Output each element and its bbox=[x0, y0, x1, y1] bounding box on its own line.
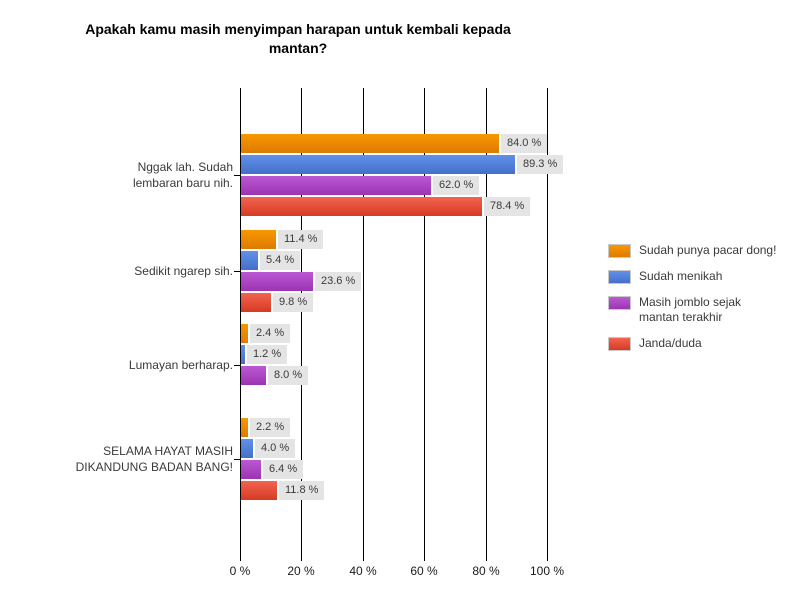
x-axis-tick bbox=[301, 555, 302, 561]
bar-value-label: 11.8 % bbox=[279, 481, 325, 500]
legend-label: Janda/duda bbox=[639, 336, 702, 350]
x-axis-tick bbox=[363, 555, 364, 561]
bar-value-label: 2.4 % bbox=[250, 324, 291, 343]
bar-value-label: 5.4 % bbox=[260, 251, 301, 270]
x-axis-tick bbox=[424, 555, 425, 561]
x-axis-tick bbox=[240, 555, 241, 561]
bar bbox=[241, 439, 253, 458]
legend-label: Sudah punya pacar dong! bbox=[639, 243, 777, 257]
bar-value-label: 6.4 % bbox=[263, 460, 304, 479]
x-axis-tick-label: 100 % bbox=[529, 564, 565, 578]
legend-item: Sudah menikah bbox=[608, 269, 776, 284]
plot-area: 0 % 20 % 40 % 60 % 80 % 100 % 84.0 % 89.3 % 62.0… bbox=[230, 88, 564, 578]
gridline bbox=[363, 88, 364, 555]
gridline bbox=[547, 88, 548, 555]
bar bbox=[241, 418, 248, 437]
bar bbox=[241, 251, 258, 270]
category-label: SELAMA HAYAT MASIH DIKANDUNG BADAN BANG! bbox=[75, 444, 233, 474]
x-axis-tick-label: 80 % bbox=[472, 564, 500, 578]
category-axis-tick bbox=[234, 271, 240, 272]
category-axis-tick bbox=[234, 459, 240, 460]
gridline bbox=[424, 88, 425, 555]
bar-value-label: 23.6 % bbox=[315, 272, 362, 291]
bar-value-label: 62.0 % bbox=[433, 176, 480, 195]
gridline bbox=[240, 88, 241, 555]
bar-value-label: 78.4 % bbox=[484, 197, 531, 216]
bar-value-label: 89.3 % bbox=[517, 155, 564, 174]
bar-value-label: 9.8 % bbox=[273, 293, 314, 312]
category-axis-tick bbox=[234, 175, 240, 176]
x-axis-tick bbox=[547, 555, 548, 561]
legend-swatch-icon bbox=[608, 270, 631, 284]
bar-value-label: 1.2 % bbox=[247, 345, 288, 364]
bar-value-label: 8.0 % bbox=[268, 366, 309, 385]
bar bbox=[241, 134, 499, 153]
x-axis-tick-label: 0 % bbox=[229, 564, 251, 578]
gridline bbox=[301, 88, 302, 555]
legend-swatch-icon bbox=[608, 296, 631, 310]
bar bbox=[241, 176, 431, 195]
legend-label: Masih jomblo sejak mantan terakhir bbox=[639, 295, 742, 324]
bar bbox=[241, 293, 271, 312]
bar bbox=[241, 272, 313, 291]
bar bbox=[241, 460, 261, 479]
bar-value-label: 11.4 % bbox=[278, 230, 324, 249]
legend-swatch-icon bbox=[608, 337, 631, 351]
bar-value-label: 2.2 % bbox=[250, 418, 291, 437]
category-label: Nggak lah. Sudah lembaran baru nih. bbox=[132, 160, 233, 190]
legend-label: Sudah menikah bbox=[639, 269, 723, 283]
category-label: Sedikit ngarep sih. bbox=[134, 264, 233, 278]
bar bbox=[241, 324, 248, 343]
bar-value-label: 84.0 % bbox=[501, 134, 548, 153]
bar bbox=[241, 197, 482, 216]
chart-title: Apakah kamu masih menyimpan harapan untu… bbox=[85, 21, 511, 56]
bar bbox=[241, 366, 266, 385]
legend-swatch-icon bbox=[608, 244, 631, 258]
category-label: Lumayan berharap. bbox=[128, 358, 233, 372]
legend-item: Masih jomblo sejak mantan terakhir bbox=[608, 295, 776, 325]
bar bbox=[241, 155, 515, 174]
x-axis-tick-label: 40 % bbox=[349, 564, 377, 578]
bar-value-label: 4.0 % bbox=[255, 439, 296, 458]
legend-item: Sudah punya pacar dong! bbox=[608, 243, 776, 258]
gridline bbox=[486, 88, 487, 555]
category-axis-tick bbox=[234, 365, 240, 366]
bar bbox=[241, 481, 277, 500]
bar bbox=[241, 230, 276, 249]
legend: Sudah punya pacar dong! Sudah menikah Masi… bbox=[608, 243, 776, 351]
bar bbox=[241, 345, 245, 364]
x-axis-tick-label: 20 % bbox=[287, 564, 315, 578]
legend-item: Janda/duda bbox=[608, 336, 776, 351]
x-axis-tick bbox=[486, 555, 487, 561]
x-axis-tick-label: 60 % bbox=[410, 564, 438, 578]
